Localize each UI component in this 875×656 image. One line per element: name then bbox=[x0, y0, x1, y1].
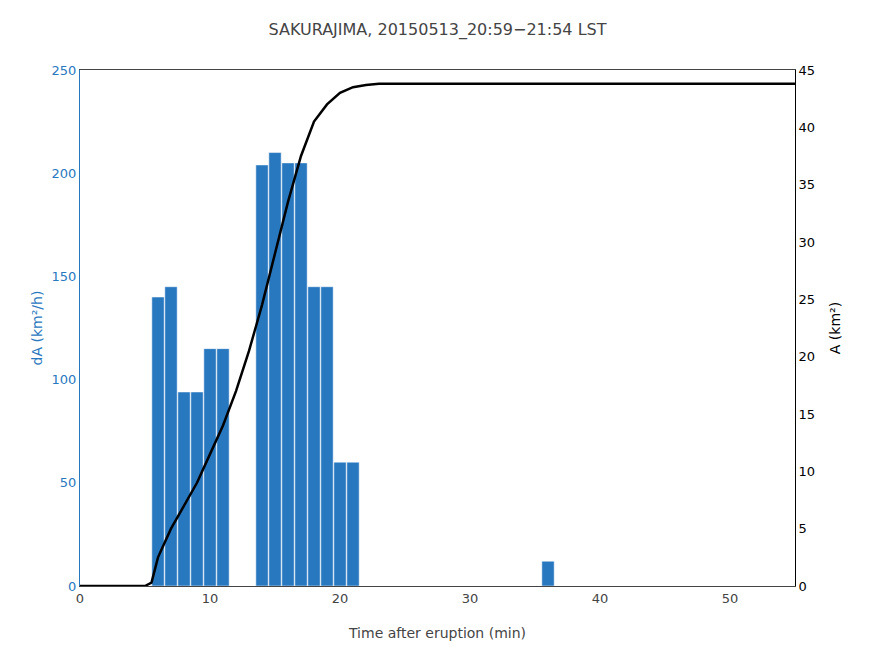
svg-text:0: 0 bbox=[799, 579, 807, 594]
svg-text:A (km²): A (km²) bbox=[827, 302, 843, 354]
svg-text:50: 50 bbox=[722, 591, 739, 606]
svg-text:200: 200 bbox=[52, 166, 77, 181]
svg-text:0: 0 bbox=[68, 579, 76, 594]
svg-text:30: 30 bbox=[799, 235, 816, 250]
svg-text:25: 25 bbox=[799, 292, 816, 307]
svg-text:40: 40 bbox=[799, 120, 816, 135]
svg-text:50: 50 bbox=[60, 475, 77, 490]
svg-text:40: 40 bbox=[592, 591, 609, 606]
svg-text:SAKURAJIMA, 20150513_20:59−21:: SAKURAJIMA, 20150513_20:59−21:54 LST bbox=[269, 20, 607, 40]
svg-text:10: 10 bbox=[799, 464, 816, 479]
svg-text:20: 20 bbox=[332, 591, 349, 606]
svg-text:35: 35 bbox=[799, 177, 816, 192]
svg-text:Time after eruption (min): Time after eruption (min) bbox=[348, 625, 526, 641]
svg-text:15: 15 bbox=[799, 407, 816, 422]
svg-text:dA (km²/h): dA (km²/h) bbox=[29, 291, 45, 366]
svg-text:150: 150 bbox=[52, 269, 77, 284]
svg-text:100: 100 bbox=[52, 372, 77, 387]
svg-text:30: 30 bbox=[462, 591, 479, 606]
svg-text:10: 10 bbox=[202, 591, 219, 606]
svg-text:0: 0 bbox=[76, 591, 84, 606]
svg-text:20: 20 bbox=[799, 349, 816, 364]
svg-text:250: 250 bbox=[52, 63, 77, 78]
svg-text:5: 5 bbox=[799, 521, 807, 536]
svg-text:45: 45 bbox=[799, 63, 816, 78]
